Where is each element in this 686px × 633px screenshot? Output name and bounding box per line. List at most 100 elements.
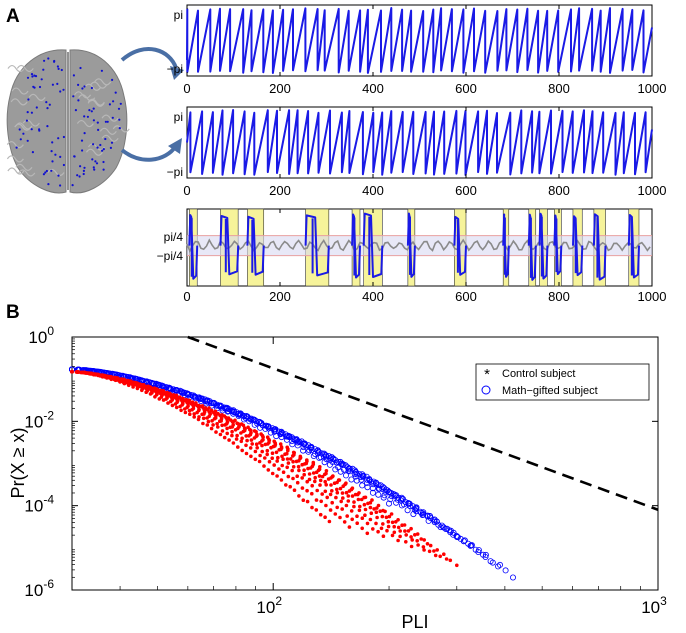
- control-point: [253, 457, 258, 462]
- control-point: [324, 483, 329, 487]
- control-point: [324, 469, 329, 473]
- control-point: [220, 423, 224, 428]
- electrode-dot: [83, 166, 86, 169]
- electrode-dot: [88, 109, 91, 112]
- control-point: [357, 491, 361, 495]
- math-gifted-point: [210, 400, 217, 407]
- control-point: [272, 439, 277, 444]
- control-point: [213, 409, 218, 414]
- control-point: [403, 529, 407, 533]
- electrode-dot: [102, 148, 105, 151]
- control-point: [390, 520, 395, 525]
- control-point: [358, 504, 362, 509]
- control-point: [220, 413, 224, 417]
- math-gifted-point: [359, 471, 366, 478]
- control-point: [302, 468, 306, 473]
- math-gifted-point: [255, 419, 262, 426]
- phase-series-line: [186, 7, 653, 74]
- electrode-dot: [86, 115, 89, 118]
- control-point: [380, 514, 385, 519]
- math-gifted-point: [457, 535, 464, 542]
- math-gifted-point: [153, 380, 160, 387]
- control-point: [197, 403, 201, 408]
- control-point: [226, 416, 231, 420]
- electrode-dot: [83, 85, 86, 88]
- electrode-dot: [46, 125, 49, 128]
- control-point: [171, 393, 176, 397]
- control-point: [285, 445, 290, 450]
- control-point: [305, 499, 310, 504]
- brain-fold: [6, 155, 24, 163]
- y-axis-label: Pr(X ≥ x): [8, 428, 28, 499]
- control-point: [230, 429, 234, 434]
- control-point: [230, 433, 234, 438]
- curved-arrow-bottom: [120, 138, 182, 162]
- control-point: [249, 438, 254, 442]
- x-tick-label: 800: [548, 81, 570, 96]
- electrode-dot: [26, 139, 29, 142]
- brain-illustration: [6, 49, 130, 194]
- control-point: [365, 521, 370, 526]
- control-point: [350, 517, 355, 522]
- math-gifted-point: [353, 469, 360, 476]
- x-tick-label: 200: [269, 289, 291, 304]
- control-point: [344, 490, 349, 495]
- math-gifted-point: [412, 505, 419, 512]
- control-point: [422, 548, 426, 552]
- electrode-dot: [60, 68, 63, 72]
- y-tick-label: 100: [28, 324, 54, 347]
- control-point: [396, 538, 400, 543]
- math-gifted-point: [192, 393, 199, 400]
- brain-fold: [90, 81, 108, 89]
- control-point: [220, 429, 225, 433]
- control-point: [302, 472, 307, 477]
- control-point: [242, 426, 247, 430]
- control-point: [330, 489, 334, 493]
- electrode-dot: [27, 98, 30, 101]
- electrode-dot: [51, 160, 54, 163]
- electrode-dot: [15, 146, 18, 149]
- math-gifted-point: [342, 472, 349, 479]
- brain-fold: [112, 125, 130, 133]
- control-point: [365, 531, 370, 536]
- control-point: [428, 543, 433, 548]
- control-point: [275, 474, 279, 478]
- control-point: [192, 412, 196, 416]
- control-point: [239, 439, 244, 444]
- math-gifted-point: [166, 384, 173, 391]
- electrode-dot: [51, 83, 55, 86]
- control-point: [363, 495, 368, 500]
- control-point: [386, 524, 391, 529]
- x-tick-label: 200: [269, 183, 291, 198]
- math-gifted-point: [344, 464, 351, 471]
- electrode-dot: [114, 91, 117, 94]
- control-point: [314, 508, 319, 512]
- control-point: [292, 488, 297, 493]
- control-point: [267, 459, 272, 464]
- control-point: [422, 538, 427, 542]
- control-point: [266, 468, 271, 472]
- control-point: [290, 468, 295, 473]
- control-point: [355, 514, 359, 518]
- electrode-dot: [81, 87, 84, 90]
- x-tick-label: 102: [256, 594, 282, 617]
- electrode-dot: [111, 78, 114, 81]
- control-point: [244, 451, 249, 456]
- control-point: [291, 476, 295, 481]
- control-point: [381, 534, 386, 538]
- electrode-dot: [71, 184, 74, 187]
- electrode-dot: [48, 103, 51, 106]
- control-point: [314, 498, 319, 502]
- control-point: [211, 423, 215, 427]
- electrode-dot: [90, 110, 93, 113]
- math-gifted-point: [278, 429, 285, 436]
- electrode-dot: [30, 111, 33, 114]
- control-point: [323, 515, 327, 519]
- y-tick-label: pi: [174, 8, 183, 22]
- control-point: [318, 483, 322, 487]
- electrode-dot: [26, 76, 30, 79]
- math-gifted-point: [398, 494, 405, 501]
- brain-fold: [28, 93, 46, 101]
- electrode-dot: [22, 132, 25, 135]
- control-point: [396, 518, 400, 522]
